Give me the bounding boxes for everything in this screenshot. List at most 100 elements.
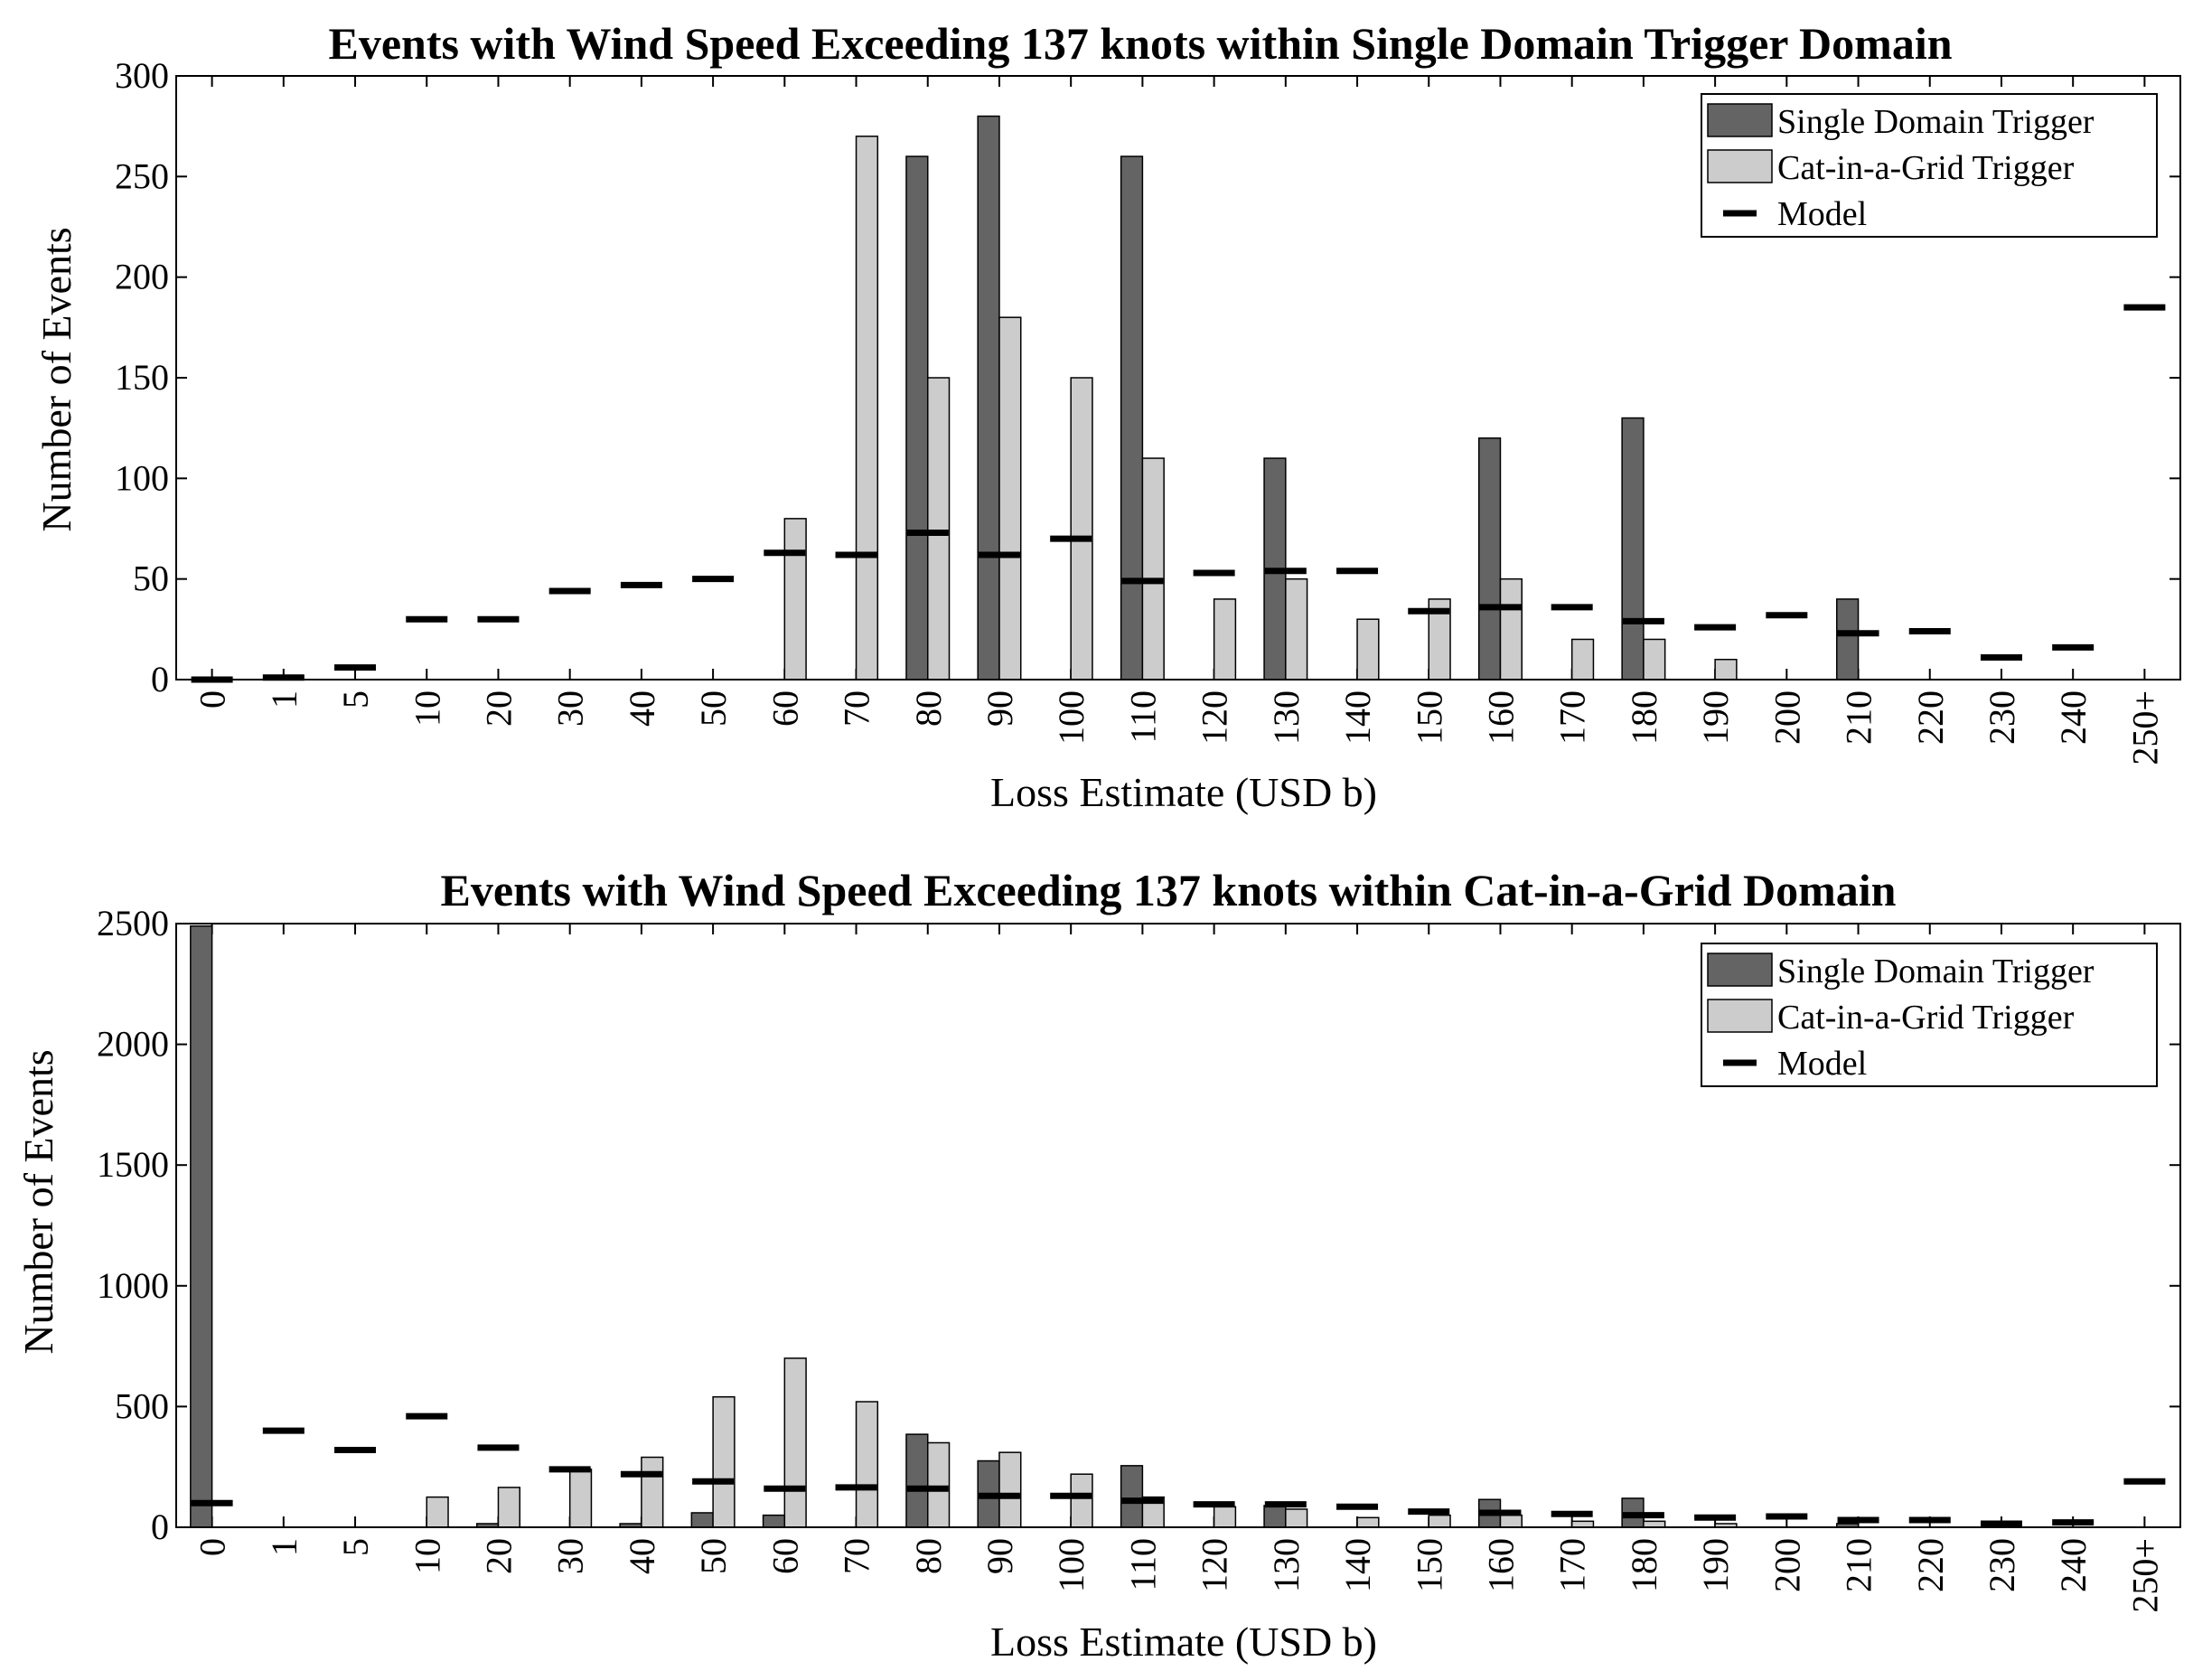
bottom-chart-legend-single-swatch (1707, 953, 1773, 987)
top-xtick-label: 220 (1910, 690, 1951, 745)
bottom-xtick-label: 210 (1839, 1538, 1879, 1592)
bottom-bar-cat-100 (1070, 1473, 1093, 1528)
top-ytick-label: 300 (115, 55, 169, 96)
bottom-xtick-label: 180 (1624, 1538, 1664, 1592)
bottom-xtick-label: 130 (1266, 1538, 1307, 1592)
top-xtick-label: 140 (1337, 690, 1378, 745)
bottom-bar-cat-40 (641, 1456, 664, 1528)
bottom-bar-cat-150 (1428, 1514, 1451, 1528)
bottom-chart-legend-cat-label: Cat-in-a-Grid Trigger (1777, 999, 2075, 1037)
bottom-chart-title: Events with Wind Speed Exceeding 137 kno… (441, 865, 1897, 915)
bottom-bar-cat-160 (1499, 1514, 1523, 1528)
top-chart-legend-model-label: Model (1777, 195, 1867, 233)
top-ytick-label: 250 (115, 155, 169, 196)
top-xtick-label: 130 (1266, 690, 1307, 745)
bottom-bar-single-110 (1120, 1465, 1144, 1528)
top-xtick-label: 160 (1480, 690, 1521, 745)
bottom-bar-cat-50 (712, 1395, 736, 1528)
top-xtick-label: 80 (908, 690, 949, 727)
bottom-ytick-label: 500 (115, 1385, 169, 1426)
top-bar-single-160 (1477, 437, 1502, 680)
top-ytick-label: 50 (133, 558, 169, 599)
bottom-xtick-label: 220 (1910, 1538, 1951, 1592)
bottom-xtick-label: 140 (1337, 1538, 1378, 1592)
top-bar-cat-60 (783, 518, 807, 680)
top-ytick-label: 100 (115, 457, 169, 498)
bottom-chart-xlabel: Loss Estimate (USD b) (990, 1619, 1377, 1665)
bottom-chart-ylabel: Number of Events (15, 1049, 61, 1354)
top-xtick-label: 70 (837, 690, 877, 727)
top-xtick-label: 30 (550, 690, 591, 727)
top-xtick-label: 50 (693, 690, 734, 727)
top-bar-cat-160 (1499, 577, 1523, 680)
top-xtick-label: 20 (478, 690, 519, 727)
bottom-bar-cat-170 (1570, 1520, 1595, 1528)
top-xtick-label: 0 (192, 690, 233, 709)
top-chart-legend-cat-label: Cat-in-a-Grid Trigger (1777, 149, 2075, 187)
top-xtick-label: 110 (1122, 690, 1163, 744)
bottom-chart-legend-box (1701, 943, 2158, 1087)
top-bar-cat-100 (1070, 377, 1093, 680)
top-xtick-label: 60 (764, 690, 805, 727)
top-chart-legend: Single Domain Trigger Cat-in-a-Grid Trig… (1701, 93, 2158, 238)
top-bar-cat-190 (1714, 658, 1738, 680)
bottom-chart-legend: Single Domain Trigger Cat-in-a-Grid Trig… (1701, 943, 2158, 1087)
top-chart-ylabel: Number of Events (33, 227, 80, 531)
top-chart-legend-cat-swatch (1707, 149, 1773, 183)
top-xtick-label: 230 (1982, 690, 2022, 745)
top-xtick-label: 5 (335, 690, 376, 709)
top-bar-cat-90 (998, 316, 1022, 680)
top-chart: Events with Wind Speed Exceeding 137 kno… (33, 18, 2181, 815)
top-bar-single-180 (1621, 417, 1645, 680)
bottom-chart-legend-cat-swatch (1707, 999, 1773, 1033)
bottom-bar-cat-130 (1285, 1508, 1308, 1528)
top-bar-cat-110 (1141, 457, 1165, 680)
top-plot-frame (175, 75, 2181, 680)
bottom-xtick-label: 200 (1767, 1538, 1807, 1592)
top-bar-single-90 (977, 115, 1000, 680)
bottom-xtick-label: 5 (335, 1538, 376, 1556)
top-chart-plot: 0 50 100 150 200 250 300 0 1 5 10 20 30 40 50 60 70 80 90 1… (115, 55, 2181, 765)
bottom-bar-cat-30 (568, 1469, 593, 1528)
top-xtick-label: 240 (2053, 690, 2094, 745)
bottom-xtick-label: 80 (908, 1538, 949, 1574)
top-bar-single-110 (1120, 155, 1144, 680)
top-bar-cat-180 (1643, 638, 1666, 680)
top-bar-cat-130 (1285, 577, 1308, 680)
bottom-xtick-label: 240 (2053, 1538, 2094, 1592)
bottom-bar-single-50 (690, 1512, 714, 1528)
bottom-ytick-label: 1000 (97, 1265, 169, 1306)
top-ytick-label: 150 (115, 357, 169, 398)
bottom-bar-cat-70 (855, 1401, 879, 1528)
top-xtick-label: 190 (1695, 690, 1736, 745)
bottom-xtick-label: 170 (1552, 1538, 1593, 1592)
bottom-chart-legend-model-label: Model (1777, 1045, 1867, 1083)
top-xtick-label: 1 (264, 690, 305, 709)
top-xtick-label: 40 (622, 690, 662, 727)
bottom-xtick-label: 40 (622, 1538, 662, 1574)
top-bar-cat-80 (927, 377, 951, 680)
bottom-bar-single-60 (762, 1514, 786, 1528)
top-chart-legend-single-label: Single Domain Trigger (1777, 103, 2095, 141)
bottom-xtick-label: 30 (550, 1538, 591, 1574)
bottom-chart-legend-single-label: Single Domain Trigger (1777, 953, 2095, 990)
bottom-bar-cat-180 (1643, 1520, 1666, 1528)
bottom-bar-single-80 (905, 1433, 929, 1528)
top-chart-xlabel: Loss Estimate (USD b) (990, 769, 1377, 815)
bottom-chart-plot: 0 500 1000 1500 2000 2500 0 1 5 10 20 30 40 50 60 70 80 9… (97, 903, 2181, 1613)
bottom-xtick-label: 120 (1195, 1538, 1235, 1592)
bottom-xtick-label: 0 (192, 1538, 233, 1556)
bottom-xtick-label: 10 (407, 1538, 447, 1574)
bottom-xtick-label: 60 (764, 1538, 805, 1574)
bottom-ytick-label: 0 (151, 1506, 169, 1547)
top-bar-cat-70 (855, 136, 879, 680)
top-bar-single-80 (905, 155, 929, 680)
top-xtick-label: 10 (407, 690, 447, 727)
bottom-xtick-label: 190 (1695, 1538, 1736, 1592)
bottom-bar-cat-80 (927, 1441, 951, 1528)
bottom-ytick-label: 1500 (97, 1144, 169, 1185)
bottom-xtick-label: 150 (1409, 1538, 1449, 1592)
bottom-xtick-label: 90 (979, 1538, 1020, 1574)
bottom-xtick-label: 20 (478, 1538, 519, 1574)
